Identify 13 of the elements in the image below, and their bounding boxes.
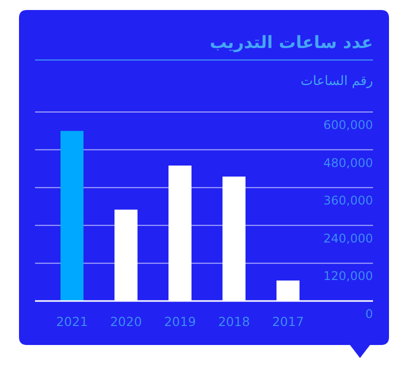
x-tick-label: 2021 — [56, 314, 88, 329]
x-tick-label: 2019 — [164, 314, 196, 329]
y-tick-label: 480,000 — [323, 156, 373, 170]
x-tick-label: 2018 — [218, 314, 250, 329]
y-tick-label: 600,000 — [323, 118, 373, 132]
y-axis-title: رقم الساعات — [300, 74, 373, 89]
y-tick-label: 0 — [365, 307, 373, 321]
y-tick-label: 120,000 — [323, 269, 373, 284]
y-tick-label: 240,000 — [323, 231, 373, 246]
x-tick-label: 2020 — [110, 314, 142, 329]
x-tick-label: 2017 — [272, 314, 304, 329]
y-tick-label: 360,000 — [323, 194, 373, 208]
chart-title: عدد ساعات التدريب — [210, 33, 373, 53]
